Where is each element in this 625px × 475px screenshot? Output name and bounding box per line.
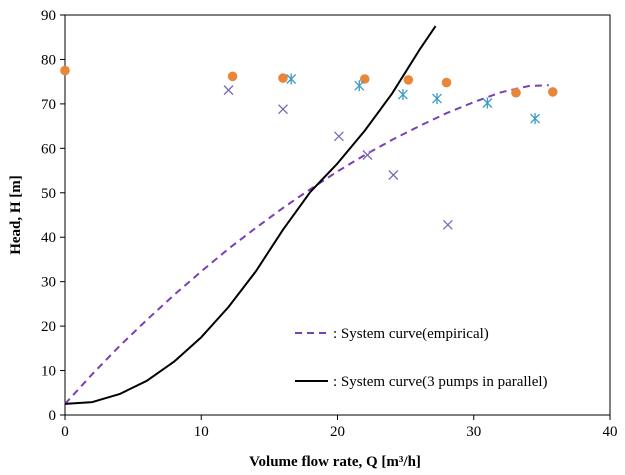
plot-frame: [64, 14, 611, 416]
point-x: [333, 131, 344, 142]
point-circle: [511, 87, 521, 98]
chart-legend: : System curve(empirical) : System curve(…: [295, 326, 548, 390]
point-circle: [60, 65, 70, 76]
y-tick-label: 50: [41, 186, 56, 202]
y-tick-label: 80: [41, 52, 56, 68]
x-tick-label: 30: [466, 424, 481, 440]
legend-label-1: : System curve(3 pumps in parallel): [333, 374, 548, 390]
point-x: [388, 170, 399, 180]
point-x: [442, 219, 453, 230]
y-tick-label: 20: [41, 319, 56, 335]
chart-plot-area: [60, 25, 558, 405]
series-line-0: [64, 84, 549, 405]
y-tick-label: 60: [41, 141, 56, 157]
point-asterisk: [354, 80, 365, 92]
point-x: [223, 85, 234, 96]
point-asterisk: [286, 73, 297, 85]
y-tick-label: 40: [41, 230, 56, 246]
point-circle: [403, 75, 414, 85]
chart-axes: 0 10 20 30 40 0 10 20 30 40 50 60 70 80 90: [41, 8, 618, 440]
y-tick-label: 10: [41, 364, 56, 380]
point-circle: [441, 77, 452, 88]
y-axis-title: Head, H [m]: [8, 175, 24, 255]
point-x: [362, 150, 373, 160]
x-axis-title: Volume flow rate, Q [m³/h]: [249, 454, 421, 470]
point-asterisk: [397, 89, 408, 101]
point-asterisk: [530, 113, 541, 125]
y-tick-label: 0: [49, 408, 57, 424]
x-tick-label: 40: [603, 424, 618, 440]
legend-label-0: : System curve(empirical): [333, 326, 489, 342]
series-line-1: [64, 25, 437, 405]
point-circle: [227, 71, 238, 82]
point-circle: [278, 73, 288, 83]
point-circle: [359, 74, 370, 84]
y-tick-label: 70: [41, 97, 56, 113]
x-tick-label: 0: [61, 424, 69, 440]
point-circle: [547, 87, 558, 97]
point-asterisk: [432, 93, 442, 105]
y-tick-label: 90: [41, 8, 56, 24]
x-tick-label: 10: [194, 424, 209, 440]
y-tick-label: 30: [41, 275, 56, 291]
point-asterisk: [482, 97, 493, 109]
point-x: [278, 104, 288, 115]
x-tick-label: 20: [330, 424, 345, 440]
